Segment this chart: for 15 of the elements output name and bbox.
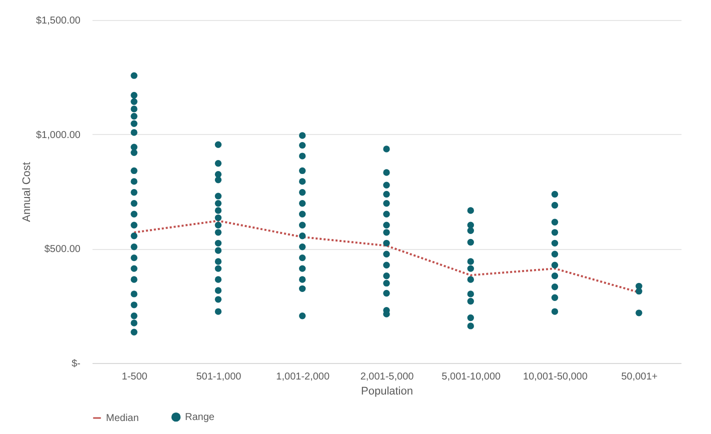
x-tick-label: 2,001-5,000 bbox=[360, 372, 414, 382]
y-tick-label: $500.00 bbox=[44, 244, 81, 256]
x-tick-label: 501-1,000 bbox=[196, 372, 242, 382]
y-tick-label: $1,000.00 bbox=[36, 130, 81, 141]
x-tick-label: 5,001-10,000 bbox=[442, 372, 502, 382]
x-tick-label: 1-500 bbox=[122, 372, 148, 382]
x-tick-label: 10,001-50,000 bbox=[523, 372, 588, 382]
legend-label: Range bbox=[185, 412, 215, 424]
x-tick-label: 50,001+ bbox=[621, 372, 658, 382]
legend-label: Median bbox=[106, 413, 139, 424]
y-tick-label: $1,500.00 bbox=[36, 16, 81, 26]
y-tick-label: $- bbox=[72, 358, 80, 370]
y-axis-title: Annual Cost bbox=[21, 162, 34, 222]
x-tick-label: 1,001-2,000 bbox=[276, 372, 330, 382]
x-axis-title: Population bbox=[361, 386, 413, 398]
